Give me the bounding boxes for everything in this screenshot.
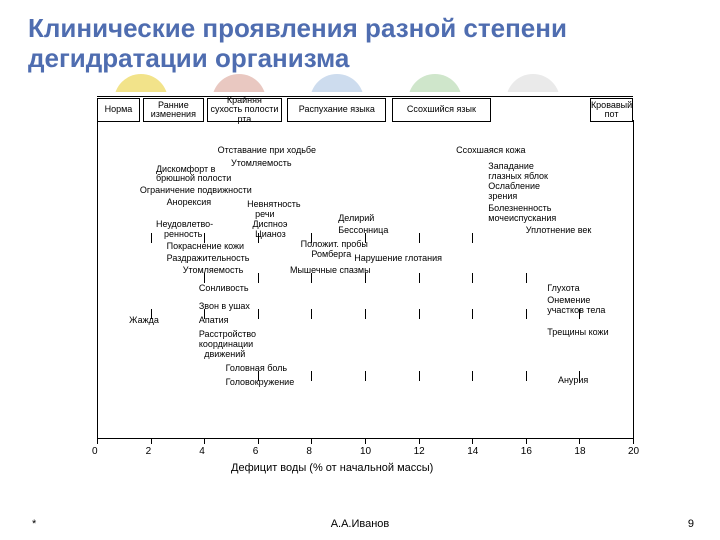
axis-tick: [311, 438, 312, 444]
symptom-label: Мышечные спазмы: [290, 266, 371, 275]
axis-tick: [258, 438, 259, 444]
inner-tick: [419, 273, 420, 283]
axis-tick: [151, 438, 152, 444]
axis-tick-label: 0: [92, 446, 98, 457]
axis-tick: [97, 438, 98, 444]
axis-tick: [472, 438, 473, 444]
symptom-label: Трещины кожи: [547, 328, 608, 337]
axis-tick-label: 16: [521, 446, 532, 457]
chart: 0 2 4 6 8 10 12 14 16 18 20 Дефицит воды (% от нача…: [85, 92, 645, 482]
inner-tick: [204, 309, 205, 319]
inner-tick: [472, 233, 473, 243]
axis-line: [97, 120, 98, 439]
inner-tick: [258, 309, 259, 319]
inner-tick: [151, 233, 152, 243]
symptom-label: движений: [204, 350, 245, 359]
axis-tick: [633, 438, 634, 444]
axis-tick-label: 6: [253, 446, 259, 457]
inner-tick: [419, 233, 420, 243]
inner-tick: [365, 371, 366, 381]
inner-tick: [365, 233, 366, 243]
axis-tick-label: 20: [628, 446, 639, 457]
inner-tick: [526, 309, 527, 319]
symptom-label: Сонливость: [199, 284, 249, 293]
inner-tick: [365, 309, 366, 319]
symptom-label: Ссохшаяся кожа: [456, 146, 525, 155]
symptom-label: участков тела: [547, 306, 605, 315]
axis-tick-label: 2: [146, 446, 152, 457]
symptom-label: Головокружение: [226, 378, 295, 387]
symptom-label: Глухота: [547, 284, 579, 293]
symptom-label: Головная боль: [226, 364, 287, 373]
header-box: Ранние изменения: [143, 98, 205, 122]
symptom-label: Ромберга: [311, 250, 351, 259]
inner-tick: [419, 309, 420, 319]
symptom-label: Анорексия: [167, 198, 211, 207]
header-box: Ссохшийся язык: [392, 98, 491, 122]
inner-tick: [204, 273, 205, 283]
header-box: Кровавый пот: [590, 98, 633, 122]
inner-tick: [472, 309, 473, 319]
axis-tick: [365, 438, 366, 444]
axis-line: [633, 120, 634, 439]
symptom-label: Покраснение кожи: [167, 242, 244, 251]
inner-tick: [472, 273, 473, 283]
symptom-label: зрения: [488, 192, 517, 201]
inner-tick: [311, 309, 312, 319]
axis-tick-label: 10: [360, 446, 371, 457]
axis-tick: [579, 438, 580, 444]
inner-tick: [526, 273, 527, 283]
inner-tick: [311, 233, 312, 243]
axis-tick-label: 14: [467, 446, 478, 457]
inner-tick: [419, 371, 420, 381]
axis-tick: [204, 438, 205, 444]
symptom-label: Раздражительность: [167, 254, 250, 263]
inner-tick: [258, 273, 259, 283]
header-box: Норма: [97, 98, 140, 122]
symptom-label: Цианоз: [255, 230, 286, 239]
header-box: Распухание языка: [287, 98, 386, 122]
inner-tick: [365, 273, 366, 283]
inner-tick: [311, 371, 312, 381]
symptom-label: Жажда: [129, 316, 159, 325]
symptom-label: Нарушение глотания: [354, 254, 442, 263]
inner-tick: [258, 371, 259, 381]
symptom-label: Отставание при ходьбе: [218, 146, 316, 155]
inner-tick: [526, 371, 527, 381]
symptom-label: Утомляемость: [231, 159, 292, 168]
symptom-label: Уплотнение век: [526, 226, 592, 235]
symptom-label: Утомляемость: [183, 266, 244, 275]
axis-line: [97, 96, 633, 97]
footer-right: 9: [688, 518, 694, 530]
header-box: Крайняя сухость полости рта: [207, 98, 282, 122]
symptom-label: Анурия: [558, 376, 588, 385]
slide-title: Клинические проявления разной степени де…: [28, 14, 688, 74]
axis-tick: [419, 438, 420, 444]
symptom-label: Делирий: [338, 214, 374, 223]
inner-tick: [579, 309, 580, 319]
inner-tick: [258, 233, 259, 243]
x-axis-label: Дефицит воды (% от начальной массы): [231, 462, 433, 474]
axis-tick-label: 12: [414, 446, 425, 457]
inner-tick: [472, 371, 473, 381]
axis-tick-label: 4: [199, 446, 205, 457]
inner-tick: [204, 233, 205, 243]
inner-tick: [311, 273, 312, 283]
axis-tick-label: 8: [306, 446, 312, 457]
inner-tick: [579, 371, 580, 381]
symptom-label: Бессонница: [338, 226, 388, 235]
symptom-label: брюшной полости: [156, 174, 231, 183]
footer-center: А.А.Иванов: [0, 518, 720, 530]
axis-tick: [526, 438, 527, 444]
symptom-label: Звон в ушах: [199, 302, 250, 311]
axis-tick-label: 18: [574, 446, 585, 457]
symptom-label: Ограничение подвижности: [140, 186, 252, 195]
symptom-label: ренность: [164, 230, 202, 239]
symptom-label: мочеиспускания: [488, 214, 556, 223]
inner-tick: [151, 309, 152, 319]
